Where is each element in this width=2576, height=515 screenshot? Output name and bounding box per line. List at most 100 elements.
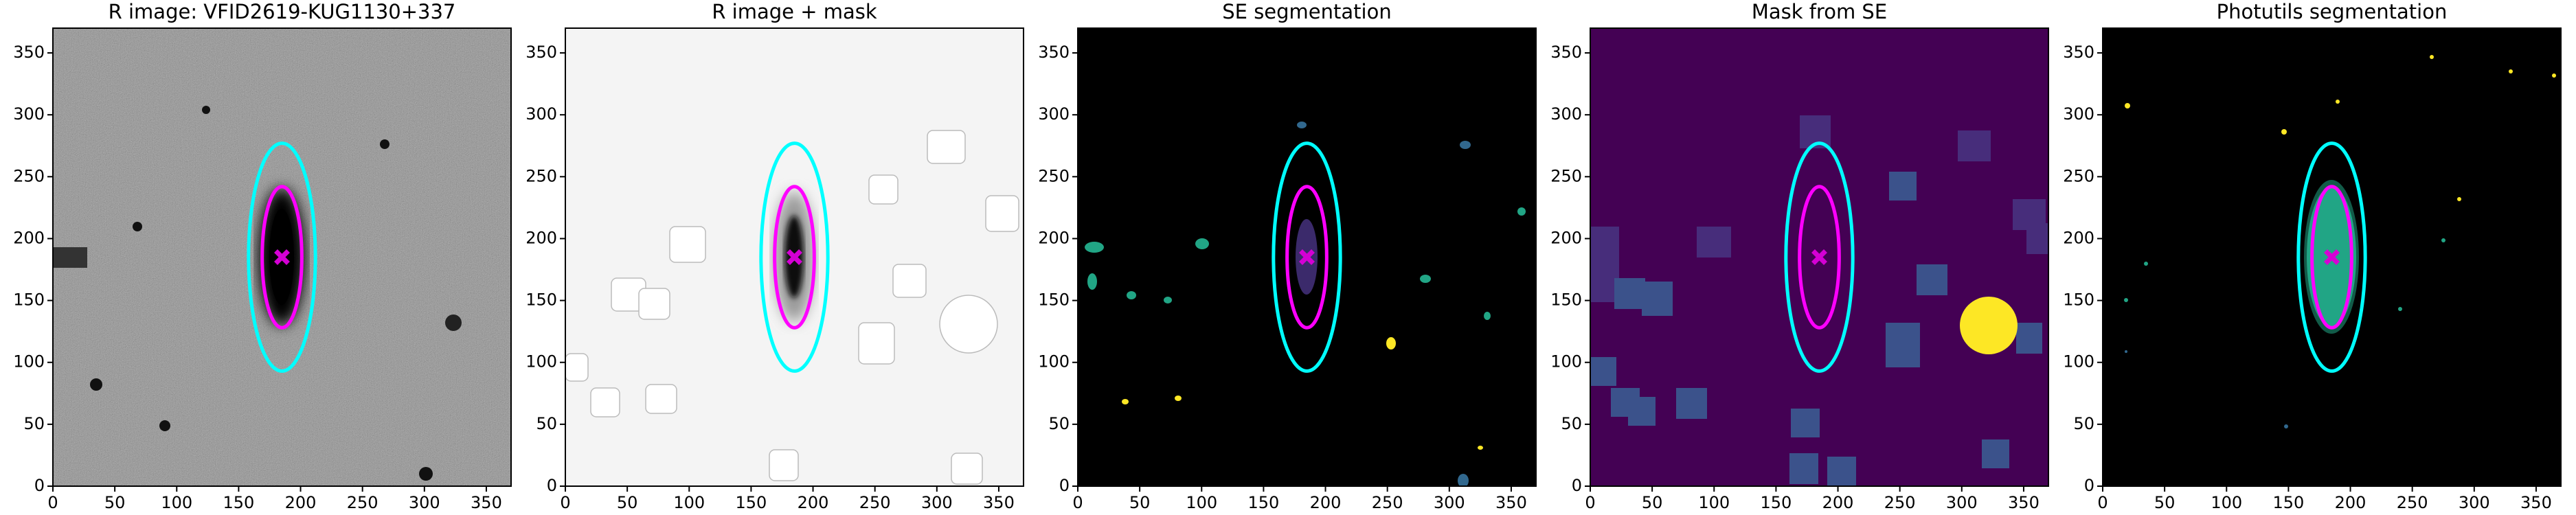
x-tick-label: 200: [1822, 493, 1854, 512]
ellipse: [247, 141, 317, 373]
x-tick-label: 150: [2272, 493, 2304, 512]
panel-title: Photutils segmentation: [2217, 0, 2448, 23]
panel-title: SE segmentation: [1222, 0, 1391, 23]
y-tick-label: 100: [1038, 352, 1070, 371]
x-tick-label: 300: [1946, 493, 1978, 512]
y-tick-label: 300: [13, 104, 45, 124]
x-tick-label: 200: [798, 493, 829, 512]
y-tick-label: 350: [526, 43, 557, 62]
x-tick-label: 350: [1495, 493, 1527, 512]
x-tick-label: 150: [735, 493, 767, 512]
x-tick-label: 100: [673, 493, 705, 512]
y-tick-label: 300: [2063, 104, 2094, 124]
image-content: [1590, 115, 2048, 485]
x-tick-label: 100: [1186, 493, 1217, 512]
x-tick-label: 150: [223, 493, 254, 512]
y-tick-label: 200: [13, 228, 45, 247]
x-tick-label: 350: [2008, 493, 2040, 512]
axes-frame: [2102, 27, 2562, 487]
x-tick-label: 100: [2211, 493, 2242, 512]
x-tick-label: 300: [1434, 493, 1465, 512]
x-tick-label: 250: [1884, 493, 1916, 512]
y-tick-label: 100: [2063, 352, 2094, 371]
axes-frame: [1077, 27, 1537, 487]
x-tick-label: 50: [2154, 493, 2176, 512]
y-tick-label: 300: [526, 104, 557, 124]
y-tick-label: 0: [1059, 476, 1070, 495]
y-tick-label: 0: [2084, 476, 2094, 495]
x-tick-label: 350: [2520, 493, 2552, 512]
y-tick-label: 50: [23, 414, 45, 433]
x-tick-label: 300: [921, 493, 953, 512]
axes-frame: [565, 27, 1024, 487]
y-tick-label: 350: [13, 43, 45, 62]
y-tick-label: 300: [1550, 104, 1582, 124]
y-tick-label: 0: [34, 476, 45, 495]
y-tick-label: 150: [1038, 290, 1070, 310]
y-tick-label: 250: [13, 166, 45, 185]
x-tick-label: 300: [409, 493, 440, 512]
y-tick-label: 150: [1550, 290, 1582, 310]
x-tick-label: 350: [983, 493, 1015, 512]
x-tick-label: 250: [347, 493, 379, 512]
y-tick-label: 150: [13, 290, 45, 310]
y-tick-label: 300: [1038, 104, 1070, 124]
y-tick-label: 350: [1550, 43, 1582, 62]
center-marker: [1811, 249, 1827, 265]
x-tick-label: 300: [2459, 493, 2490, 512]
x-tick-label: 100: [161, 493, 192, 512]
x-tick-label: 350: [471, 493, 502, 512]
x-tick-label: 50: [1129, 493, 1151, 512]
y-tick-label: 50: [1048, 414, 1070, 433]
x-tick-label: 50: [104, 493, 126, 512]
y-tick-label: 350: [2063, 43, 2094, 62]
ellipse: [1798, 185, 1841, 330]
x-tick-label: 0: [560, 493, 570, 512]
center-marker: [2324, 249, 2340, 265]
y-tick-label: 100: [13, 352, 45, 371]
x-tick-label: 200: [1310, 493, 1342, 512]
y-tick-label: 250: [1550, 166, 1582, 185]
y-tick-label: 250: [1038, 166, 1070, 185]
y-tick-label: 200: [2063, 228, 2094, 247]
ellipse: [1285, 185, 1329, 330]
y-tick-label: 250: [526, 166, 557, 185]
axes-layer: R image: VFID2619-KUG1130+337 0 50 100 150 20…: [13, 0, 2562, 512]
center-marker: [787, 249, 802, 265]
x-tick-label: 200: [285, 493, 317, 512]
x-tick-label: 200: [2335, 493, 2366, 512]
y-tick-label: 50: [536, 414, 557, 433]
x-tick-label: 0: [2097, 493, 2108, 512]
y-tick-label: 150: [526, 290, 557, 310]
x-tick-label: 250: [2397, 493, 2428, 512]
y-tick-label: 150: [2063, 290, 2094, 310]
y-tick-label: 250: [2063, 166, 2094, 185]
panel-title: R image + mask: [712, 0, 877, 23]
y-tick-label: 200: [1550, 228, 1582, 247]
x-tick-label: 250: [859, 493, 891, 512]
axes-frame: [1590, 27, 2049, 487]
y-tick-label: 350: [1038, 43, 1070, 62]
y-tick-label: 0: [547, 476, 557, 495]
x-tick-label: 150: [1247, 493, 1279, 512]
x-tick-label: 0: [1072, 493, 1083, 512]
axes-frame: [52, 27, 512, 487]
x-tick-label: 50: [617, 493, 638, 512]
y-tick-label: 50: [1561, 414, 1582, 433]
x-tick-label: 50: [1642, 493, 1663, 512]
y-tick-label: 200: [526, 228, 557, 247]
panel-title: Mask from SE: [1752, 0, 1887, 23]
x-tick-label: 0: [1585, 493, 1595, 512]
ellipse: [2310, 185, 2353, 330]
y-tick-label: 50: [2073, 414, 2094, 433]
y-tick-label: 100: [526, 352, 557, 371]
ellipse: [759, 141, 830, 373]
x-tick-label: 100: [1698, 493, 1730, 512]
panel-title: R image: VFID2619-KUG1130+337: [109, 0, 456, 23]
ellipse: [2296, 141, 2367, 373]
y-tick-label: 100: [1550, 352, 1582, 371]
x-tick-label: 250: [1372, 493, 1403, 512]
x-tick-label: 0: [47, 493, 58, 512]
